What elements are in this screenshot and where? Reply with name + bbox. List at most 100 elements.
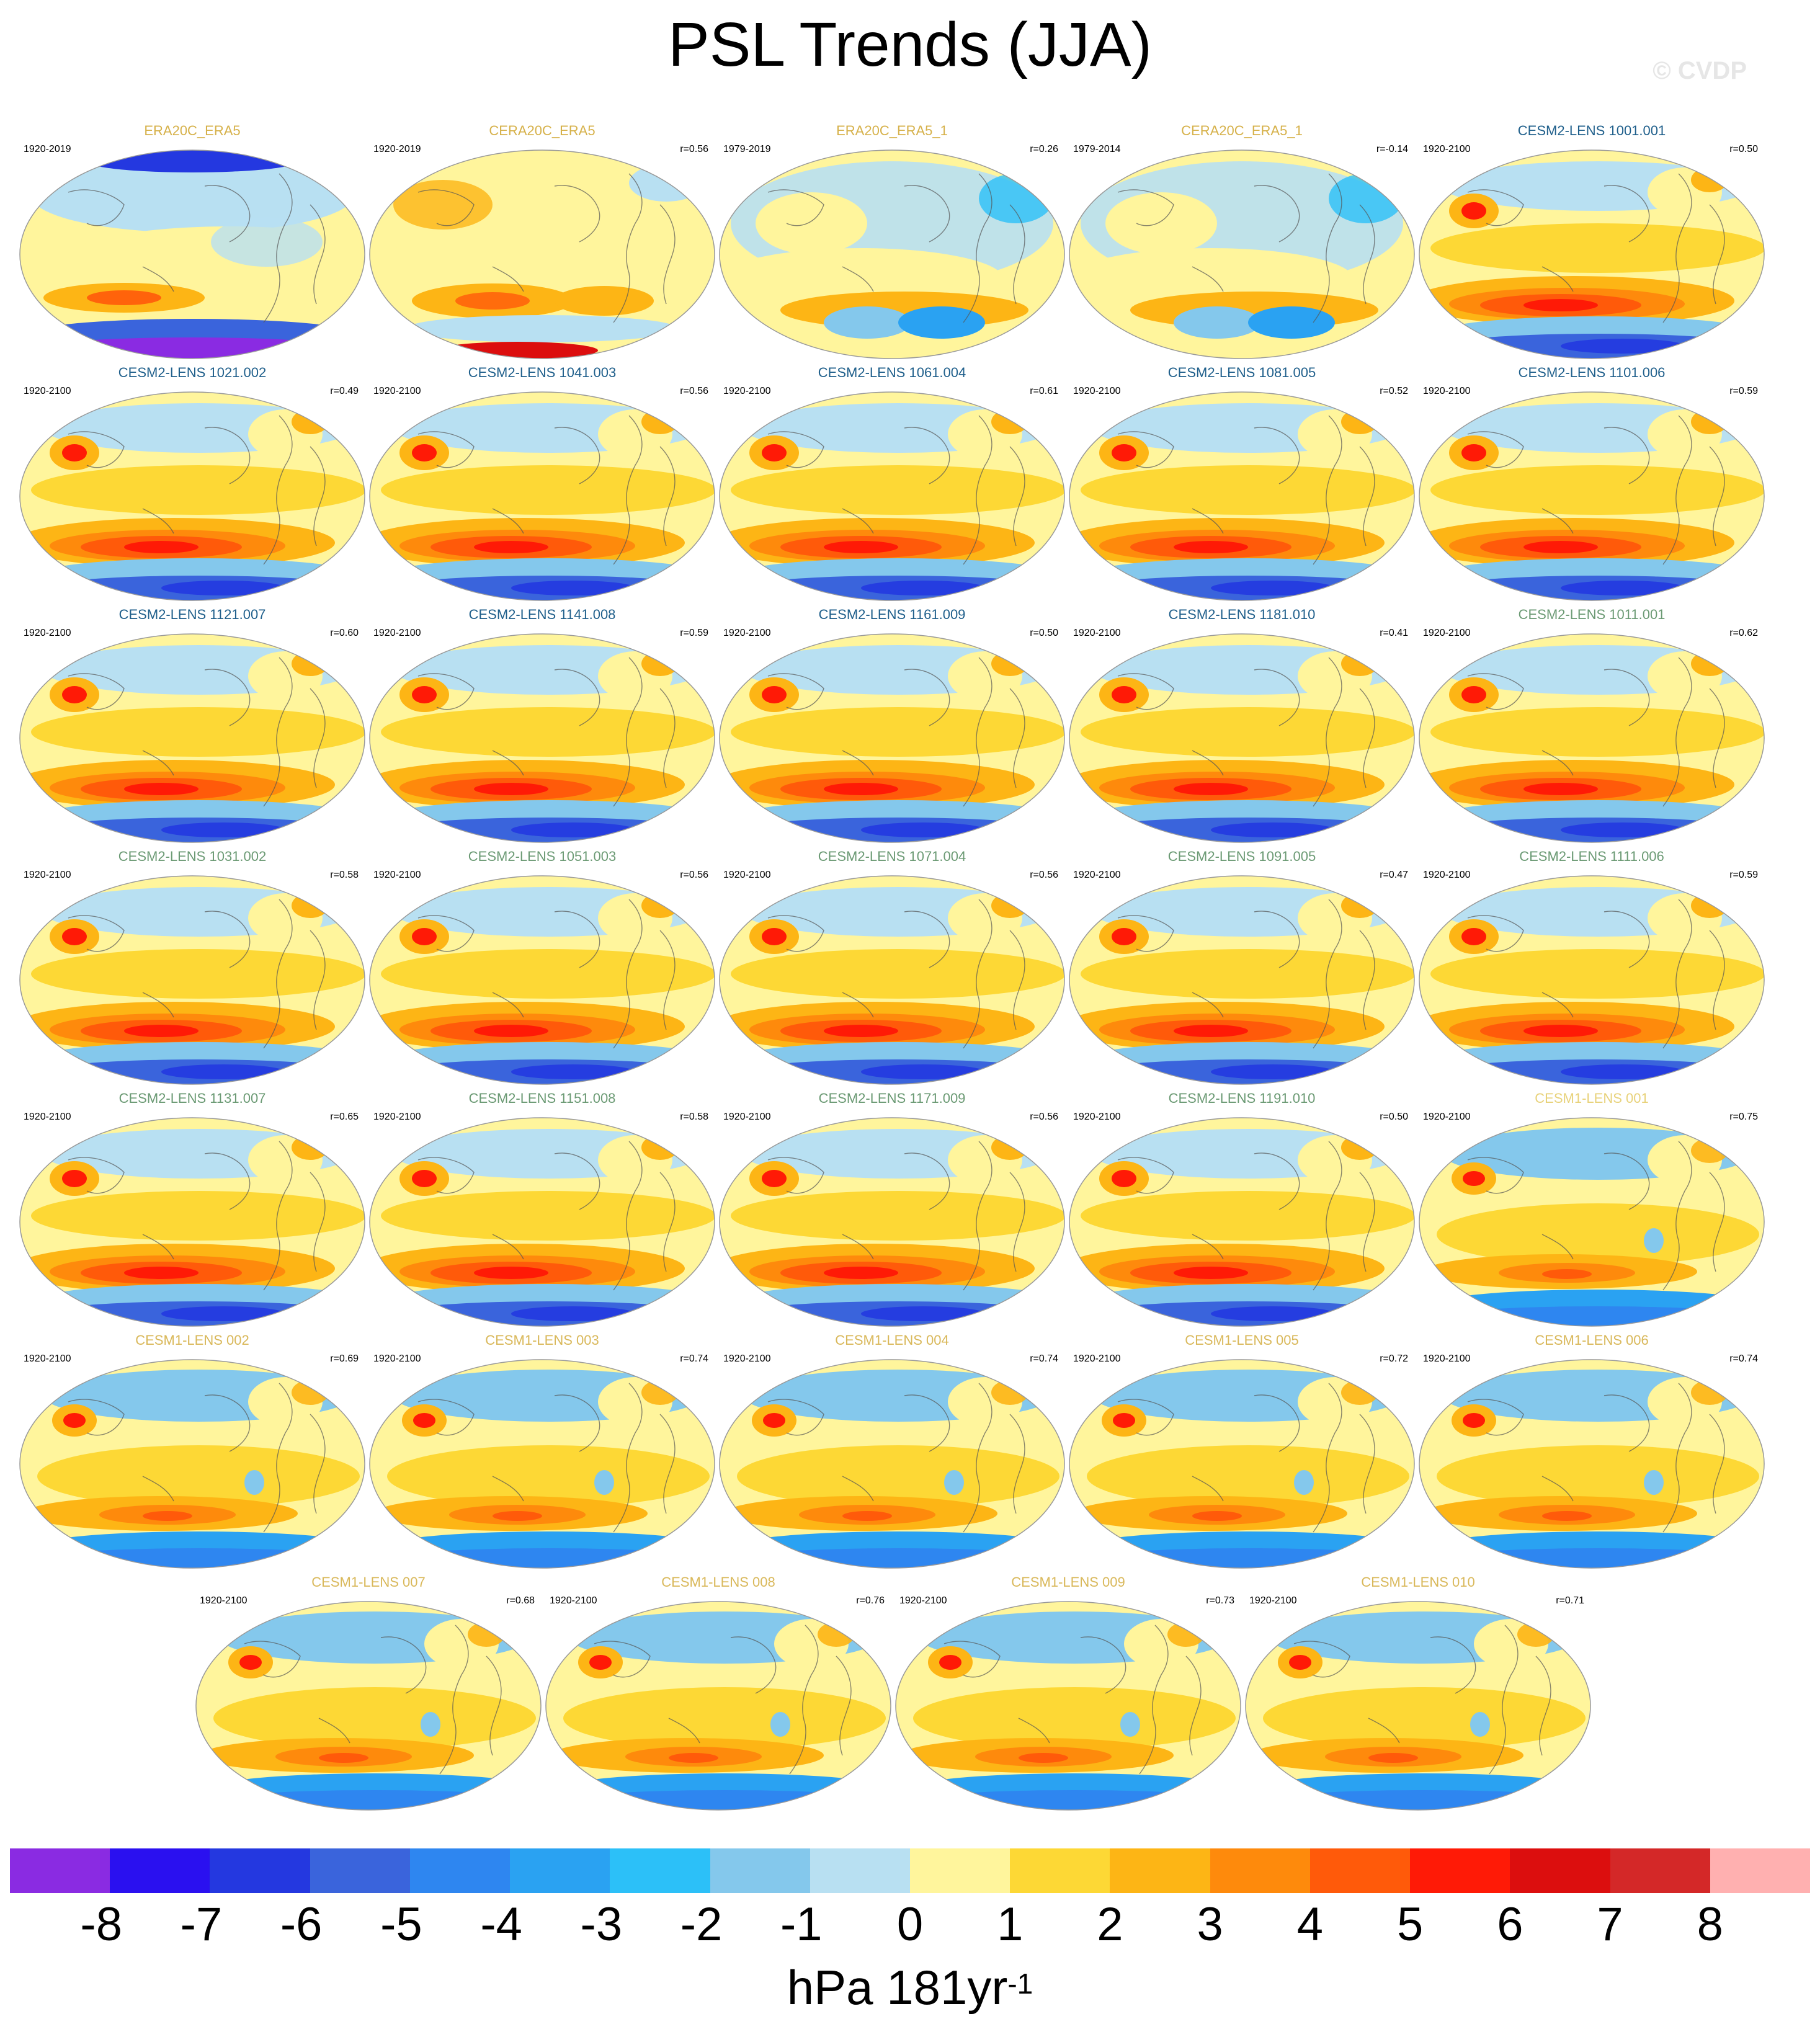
colorbar-tick-label: -6 xyxy=(280,1898,323,1951)
map-globe xyxy=(1419,391,1765,601)
map-panel: CESM2-LENS 1091.005 1920-2100 r=0.47 xyxy=(1062,849,1422,1090)
panel-period: 1979-2019 xyxy=(723,144,771,154)
panel-title: CESM1-LENS 002 xyxy=(135,1332,249,1348)
map-panel: CESM2-LENS 1181.010 1920-2100 r=0.41 xyxy=(1062,607,1422,849)
coastline xyxy=(613,899,643,1049)
colorbar-tick-label: -1 xyxy=(780,1898,823,1951)
coastline xyxy=(417,1399,475,1436)
colorbar-tick-label: 1 xyxy=(997,1898,1024,1951)
globe-outline xyxy=(1419,1359,1765,1569)
contour-region xyxy=(1461,686,1486,703)
colorbar-swatch xyxy=(1610,1848,1711,1893)
contour-region xyxy=(598,409,672,459)
panel-title: CESM2-LENS 1151.008 xyxy=(468,1090,616,1106)
panel-title: CESM2-LENS 1191.010 xyxy=(1168,1090,1316,1106)
panel-correlation: r=0.74 xyxy=(1729,1353,1758,1364)
panel-title: CESM2-LENS 1181.010 xyxy=(1168,607,1316,622)
contour-region xyxy=(381,949,715,999)
colorbar-swatch xyxy=(1210,1848,1311,1893)
panel-correlation: r=0.56 xyxy=(1030,870,1058,880)
panel-period: 1920-2100 xyxy=(24,628,71,638)
contour-region xyxy=(1263,1687,1586,1749)
contour-region xyxy=(62,686,87,703)
contour-region xyxy=(87,150,298,172)
panel-title: CESM2-LENS 1141.008 xyxy=(468,607,616,622)
coastline xyxy=(263,1141,293,1291)
coastline xyxy=(668,1718,700,1744)
coastline xyxy=(1117,1157,1174,1194)
coastline xyxy=(554,1152,600,1210)
panel-period: 1920-2100 xyxy=(723,628,771,638)
coastline xyxy=(263,899,293,1049)
panel-period: 1920-2100 xyxy=(550,1595,597,1606)
coastline xyxy=(1139,1625,1169,1775)
contour-region xyxy=(1081,707,1414,757)
contour-region xyxy=(641,1380,679,1405)
coastline xyxy=(659,204,676,305)
coastline xyxy=(1009,688,1025,788)
coastline xyxy=(1254,1152,1300,1210)
contour-region xyxy=(474,541,548,553)
colorbar-swatch xyxy=(110,1848,210,1893)
chart-title: PSL Trends (JJA) xyxy=(668,10,1152,79)
colorbar-swatch xyxy=(1309,1848,1411,1893)
coastline xyxy=(1313,415,1342,565)
contour-region xyxy=(669,1753,718,1763)
contour-region xyxy=(1561,822,1685,837)
contour-region xyxy=(1430,465,1764,515)
panel-correlation: r=0.75 xyxy=(1729,1112,1758,1122)
colorbar-tick-label: -2 xyxy=(680,1898,723,1951)
coastline xyxy=(310,204,326,305)
map-panel: CESM2-LENS 1131.007 1920-2100 r=0.65 xyxy=(12,1090,372,1332)
coastline xyxy=(1541,1476,1574,1502)
panel-title: CESM2-LENS 1101.006 xyxy=(1518,365,1666,380)
panel-correlation: r=0.56 xyxy=(680,870,708,880)
coastline xyxy=(1709,1172,1725,1272)
colorbar-tick-label: 5 xyxy=(1396,1898,1424,1951)
colorbar-swatch xyxy=(1010,1848,1110,1893)
contour-region xyxy=(62,928,87,945)
panel-period: 1920-2019 xyxy=(24,144,71,154)
contour-region xyxy=(248,409,323,459)
contour-region xyxy=(1105,192,1217,254)
contour-region xyxy=(762,1170,787,1187)
contour-region xyxy=(412,1170,437,1187)
contour-region xyxy=(1437,1445,1759,1507)
map-globe xyxy=(1069,633,1415,843)
coastline xyxy=(1535,1656,1551,1756)
coastline xyxy=(204,669,251,726)
colorbar-swatch xyxy=(610,1848,711,1893)
contour-region xyxy=(511,1064,635,1079)
coastline xyxy=(1192,266,1224,292)
map-globe xyxy=(719,875,1065,1085)
contour-region xyxy=(474,1267,548,1279)
map-globe xyxy=(719,1359,1065,1569)
map-globe xyxy=(19,633,365,843)
colorbar-swatch xyxy=(910,1848,1010,1893)
coastline xyxy=(767,915,824,952)
contour-region xyxy=(1648,409,1722,459)
map-globe xyxy=(719,1117,1065,1327)
panel-title: CESM1-LENS 006 xyxy=(1535,1332,1649,1348)
panel-correlation: r=0.50 xyxy=(1729,144,1758,154)
coastline xyxy=(492,1234,524,1260)
panel-title: CESM2-LENS 1171.009 xyxy=(818,1090,966,1106)
contour-region xyxy=(455,292,530,310)
contour-region xyxy=(143,1511,192,1521)
globe-outline xyxy=(1069,1359,1415,1569)
contour-region xyxy=(762,444,787,461)
contour-region xyxy=(1461,928,1486,945)
contour-region xyxy=(1174,1025,1248,1037)
coastline xyxy=(1254,427,1300,484)
panel-title: CESM1-LENS 009 xyxy=(1011,1574,1125,1590)
contour-region xyxy=(629,164,703,202)
coastline xyxy=(1604,1152,1650,1210)
contour-region xyxy=(861,1064,985,1079)
contour-region xyxy=(1523,783,1598,795)
contour-region xyxy=(1289,1655,1311,1670)
coastline xyxy=(842,266,874,292)
panel-period: 1920-2100 xyxy=(723,386,771,396)
coastline xyxy=(1709,446,1725,546)
contour-region xyxy=(31,707,365,757)
contour-region xyxy=(1644,1470,1664,1495)
